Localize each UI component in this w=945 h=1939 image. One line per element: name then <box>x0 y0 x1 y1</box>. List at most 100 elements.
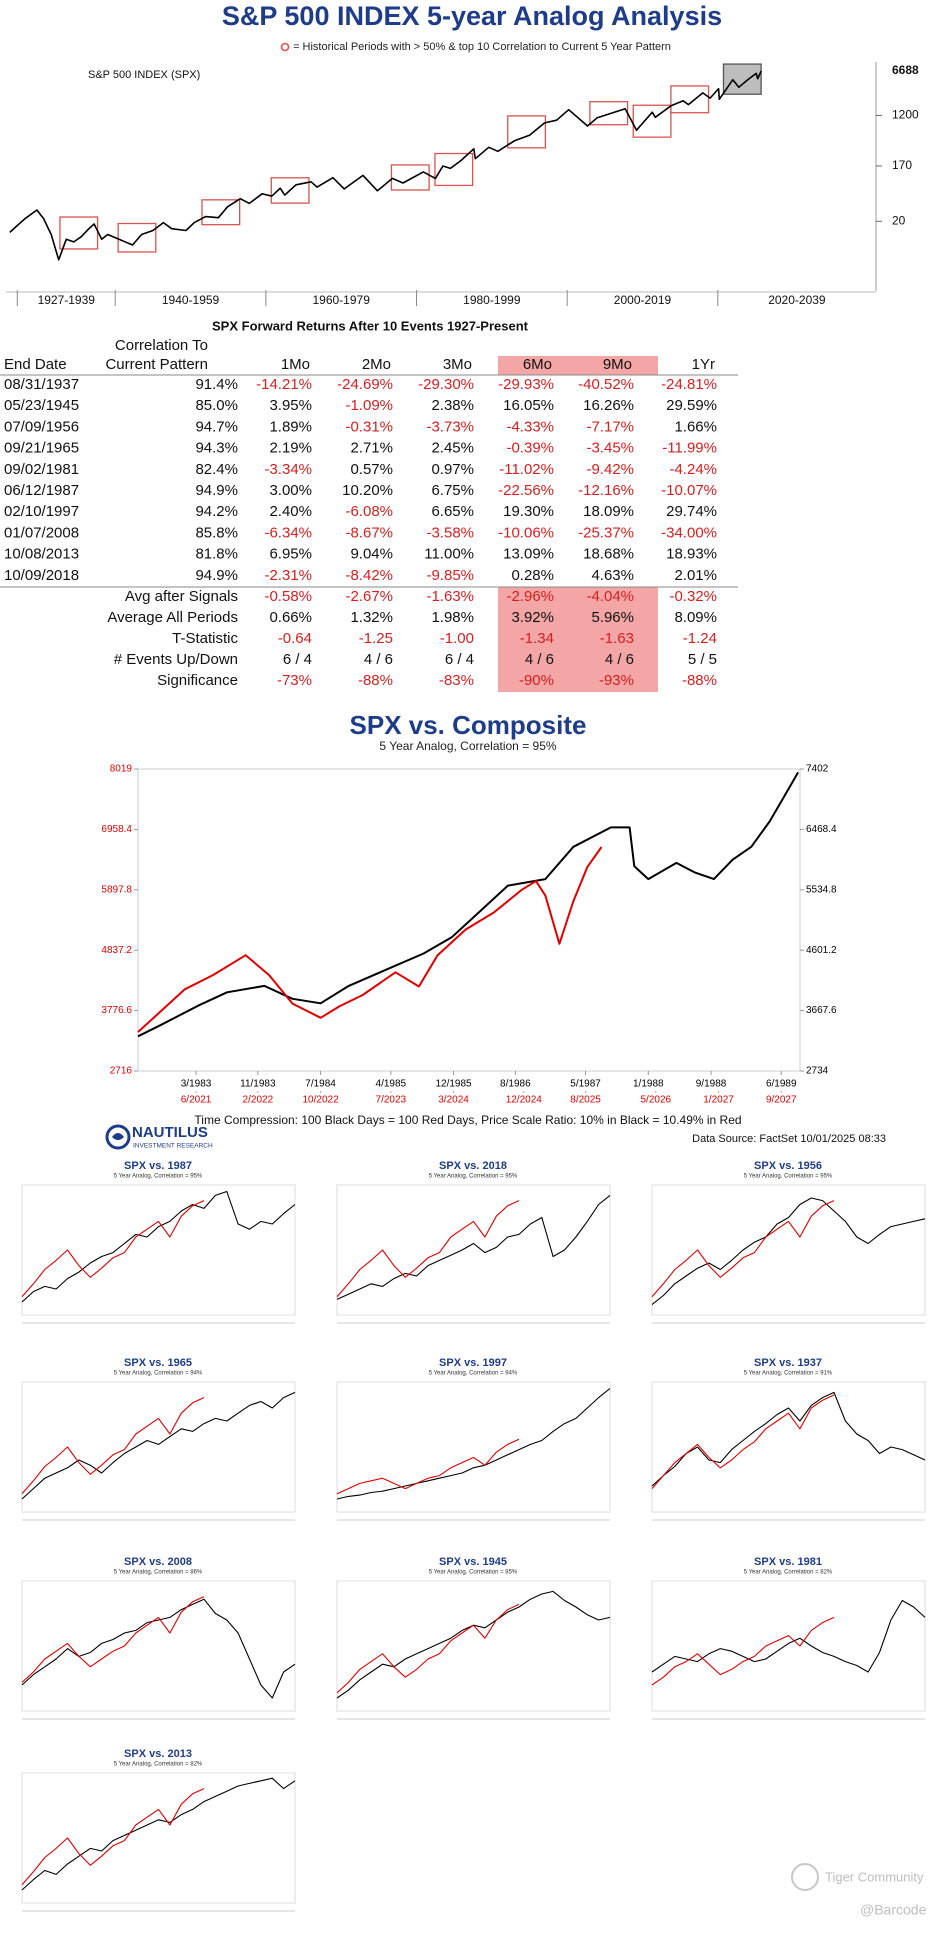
table-cell: 6.95% <box>269 546 312 563</box>
x2-tick-label: 9/2027 <box>766 1095 797 1106</box>
table-cell: -0.32% <box>669 588 717 605</box>
x-tick-label: 5/1987 <box>570 1079 601 1090</box>
series-line <box>21 1596 205 1683</box>
table-cell: -11.02% <box>499 461 554 478</box>
small-chart: SPX vs. 1937 5 Year Analog, Correlation =… <box>651 1357 926 1521</box>
table-cell: -3.73% <box>426 418 474 435</box>
table-cell: -1.00 <box>440 630 474 647</box>
table-cell: -9.42% <box>586 461 634 478</box>
small-subtitle: 5 Year Analog, Correlation = 82% <box>114 1762 203 1768</box>
table-cell: 0.57% <box>350 461 393 478</box>
y-tick-label: 1200 <box>892 108 919 122</box>
table-cell: -83% <box>439 672 474 689</box>
plot-frame <box>21 1381 296 1513</box>
summary-label: # Events Up/Down <box>114 651 238 668</box>
table-cell: 0.66% <box>269 609 312 626</box>
summary-label: T-Statistic <box>172 630 238 647</box>
series-line <box>336 1200 520 1298</box>
header-highlight <box>498 356 578 375</box>
y-tick-label: 3776.6 <box>101 1005 132 1016</box>
table-cell: -1.63 <box>600 630 634 647</box>
series-line <box>651 1616 835 1686</box>
series-line <box>137 771 799 1038</box>
table-cell: 10/08/2013 <box>4 546 79 563</box>
series-line <box>21 1200 205 1298</box>
table-cell: 16.26% <box>583 397 634 414</box>
table-cell: 94.9% <box>195 482 238 499</box>
series-label: S&P 500 INDEX (SPX) <box>88 69 200 81</box>
x2-tick-label: 5/2026 <box>641 1095 672 1106</box>
table-cell: 1.32% <box>350 609 393 626</box>
y-tick-label: 170 <box>892 158 912 172</box>
y2-tick-label: 5534.8 <box>806 884 837 895</box>
table-title: SPX Forward Returns After 10 Events 1927… <box>212 318 529 333</box>
table-cell: 4 / 6 <box>525 651 554 668</box>
series-line <box>651 1391 926 1487</box>
table-cell: -34.00% <box>661 524 717 541</box>
table-cell: 5.96% <box>591 609 634 626</box>
table-cell: 85.0% <box>195 397 238 414</box>
column-header: 1Mo <box>281 356 310 373</box>
logo: NAUTILUS INVESTMENT RESEARCH <box>105 1124 213 1150</box>
table-cell: 02/10/1997 <box>4 503 79 520</box>
table-cell: 1.66% <box>674 418 717 435</box>
small-subtitle: 5 Year Analog, Correlation = 94% <box>114 1371 203 1377</box>
x-tick-label: 9/1988 <box>696 1079 727 1090</box>
logo-icon <box>105 1124 131 1150</box>
column-header: End Date <box>4 356 67 373</box>
x-tick-label: 1927-1939 <box>38 293 96 307</box>
series-line <box>21 1397 205 1495</box>
y-tick-label: 2716 <box>110 1066 133 1077</box>
table-cell: -22.56% <box>498 482 554 499</box>
column-header: 9Mo <box>603 356 632 373</box>
table-cell: -29.93% <box>498 376 554 393</box>
current-period <box>722 63 762 95</box>
table-cell: 19.30% <box>503 503 554 520</box>
analog-period <box>117 222 157 253</box>
series-line <box>21 1598 296 1699</box>
x-tick-label: 3/1983 <box>181 1079 212 1090</box>
table-cell: 8.09% <box>674 609 717 626</box>
table-cell: -3.34% <box>264 461 312 478</box>
logo-tagline: INVESTMENT RESEARCH <box>133 1143 213 1150</box>
watermark-icon <box>791 1863 819 1891</box>
x2-tick-label: 2/2022 <box>243 1095 274 1106</box>
table-cell: 3.00% <box>269 482 312 499</box>
table-cell: 94.3% <box>195 440 238 457</box>
series-line <box>651 1394 835 1489</box>
series-line <box>21 1788 205 1886</box>
table-cell: 4 / 6 <box>364 651 393 668</box>
table-cell: -3.58% <box>426 524 474 541</box>
column-header: 2Mo <box>362 356 391 373</box>
series-line <box>21 1391 296 1500</box>
x-tick-label: 2020-2039 <box>768 293 826 307</box>
y2-tick-label: 2734 <box>806 1066 829 1077</box>
series-line <box>336 1194 611 1300</box>
header-highlight <box>578 356 658 375</box>
table-cell: 09/21/1965 <box>4 440 79 457</box>
table-cell: -0.64 <box>278 630 312 647</box>
small-title: SPX vs. 2008 <box>124 1556 192 1568</box>
small-title: SPX vs. 2018 <box>439 1160 507 1172</box>
table-cell: 85.8% <box>195 524 238 541</box>
table-cell: 01/07/2008 <box>4 524 79 541</box>
x-tick-label: 1/1988 <box>633 1079 664 1090</box>
table-cell: -88% <box>358 672 393 689</box>
table-cell: 2.38% <box>431 397 474 414</box>
small-title: SPX vs. 1965 <box>124 1357 192 1369</box>
table-cell: -4.04% <box>586 588 634 605</box>
x-tick-label: 8/1986 <box>500 1079 531 1090</box>
table-cell: 9.04% <box>350 546 393 563</box>
table-cell: 4 / 6 <box>605 651 634 668</box>
table-cell: -9.85% <box>426 567 474 584</box>
y-tick-label: 8019 <box>110 764 133 775</box>
plot-frame <box>137 768 801 1072</box>
table-cell: 94.2% <box>195 503 238 520</box>
table-cell: -12.16% <box>578 482 634 499</box>
x-tick-label: 2000-2019 <box>614 293 672 307</box>
table-cell: -24.81% <box>661 376 717 393</box>
table-cell: -93% <box>599 672 634 689</box>
table-cell: -11.99% <box>662 440 717 457</box>
